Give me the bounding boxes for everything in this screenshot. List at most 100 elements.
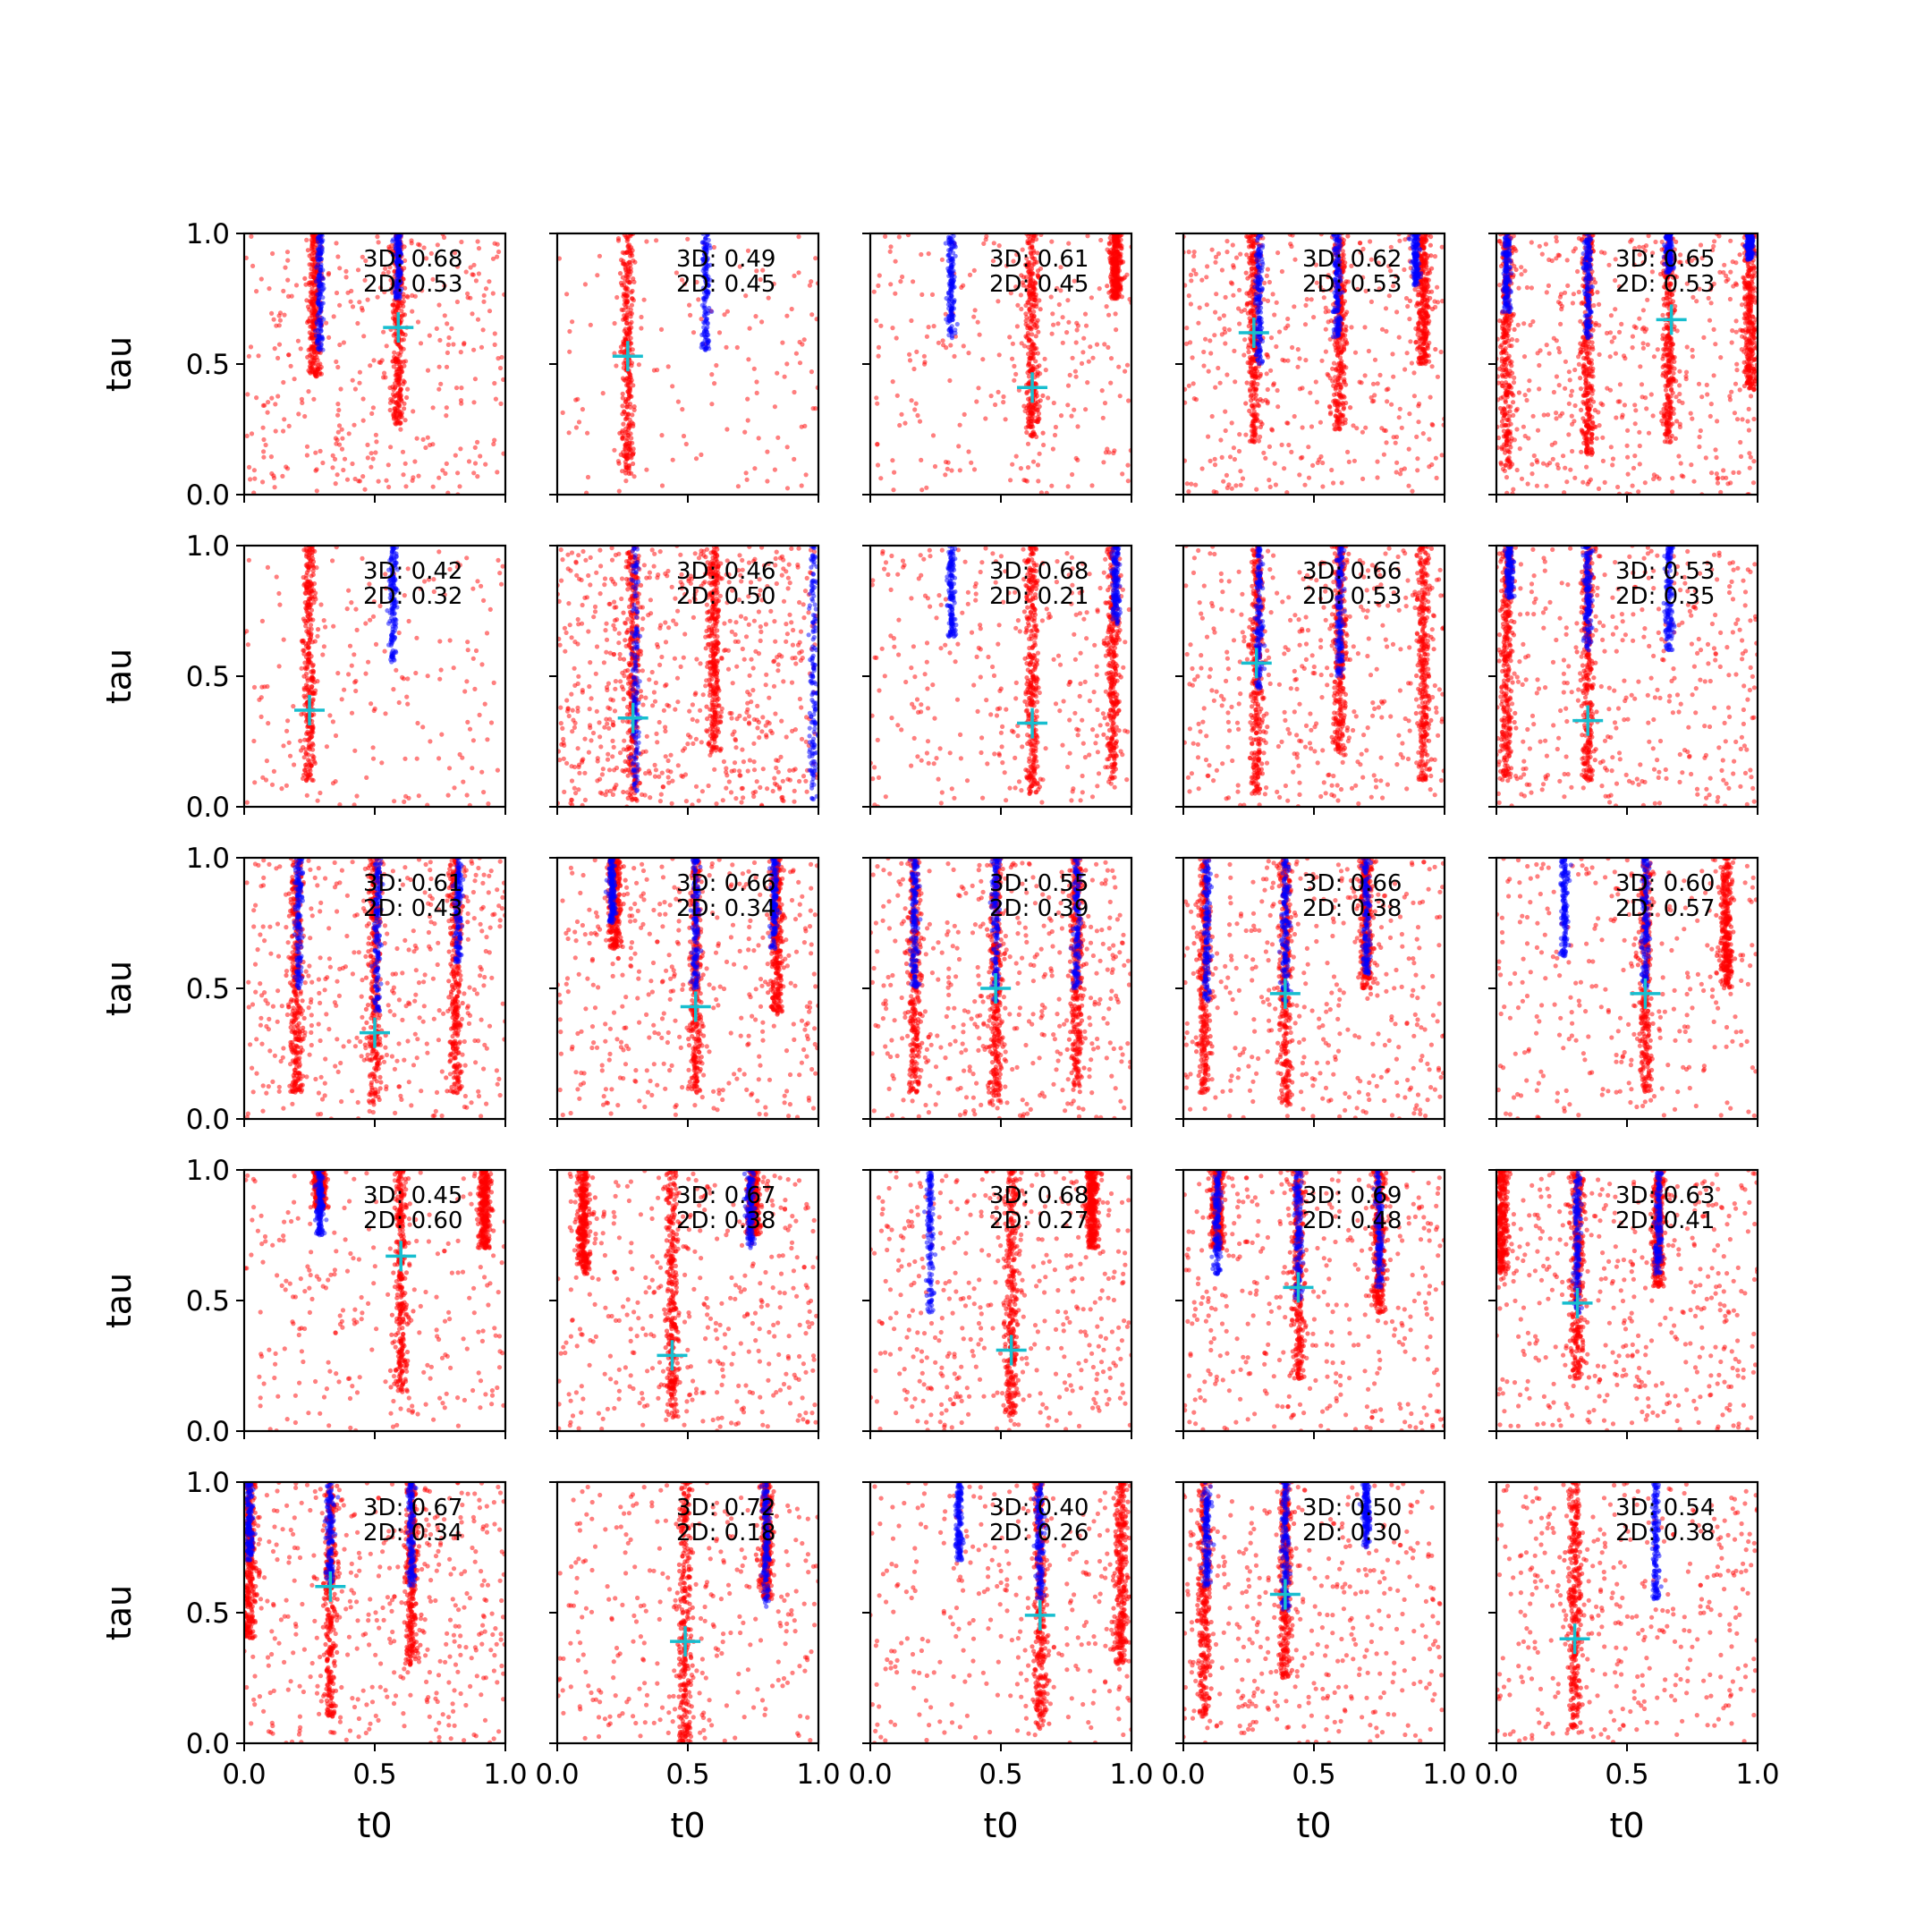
scatter-point xyxy=(1033,359,1038,364)
scatter-point xyxy=(1415,332,1420,337)
scatter-point xyxy=(1297,472,1302,478)
scatter-point xyxy=(724,427,730,432)
scatter-point xyxy=(946,252,952,258)
scatter-point xyxy=(266,400,271,405)
scatter-point xyxy=(946,292,952,297)
scatter-point xyxy=(1075,424,1080,429)
scatter-point xyxy=(1267,279,1272,285)
scatter-point xyxy=(1242,307,1248,313)
scatter-point xyxy=(1034,324,1040,329)
scatter-point xyxy=(1300,454,1305,460)
scatter-point xyxy=(745,418,750,423)
scatter-point xyxy=(1334,366,1339,371)
scatter-point xyxy=(620,436,625,441)
scatter-point xyxy=(911,366,917,372)
scatter-point xyxy=(619,283,625,288)
scatter-point xyxy=(907,358,913,363)
scatter-point xyxy=(670,457,675,462)
scatter-point xyxy=(612,351,617,356)
score-2d-label: 2D: 0.53 xyxy=(363,271,462,298)
scatter-point xyxy=(1052,432,1058,438)
scatter-point xyxy=(1107,256,1113,261)
scatter-point xyxy=(309,248,315,253)
scatter-point xyxy=(1267,444,1272,449)
scatter-point xyxy=(949,333,955,339)
scatter-point xyxy=(1314,400,1319,405)
scatter-point xyxy=(931,324,936,329)
scatter-point xyxy=(665,364,671,369)
scatter-point xyxy=(403,484,409,489)
scatter-point xyxy=(1636,489,1641,495)
scatter-point xyxy=(1509,336,1515,343)
scatter-point xyxy=(1010,341,1015,346)
scatter-point xyxy=(950,280,955,285)
scatter-point xyxy=(424,256,429,261)
scatter-point xyxy=(1030,256,1036,261)
scatter-point xyxy=(1065,484,1071,489)
scatter-point xyxy=(383,375,388,380)
scatter-point xyxy=(1125,462,1131,468)
scatter-point xyxy=(1106,450,1112,455)
scatter-point xyxy=(260,425,266,430)
scatter-point xyxy=(1408,339,1413,344)
scatter-point xyxy=(641,297,647,302)
scatter-point xyxy=(1368,239,1373,244)
scatter-point xyxy=(1335,419,1340,425)
scatter-point xyxy=(630,412,635,418)
scatter-point xyxy=(1224,485,1230,491)
scatter-point xyxy=(375,234,380,240)
scatter-point xyxy=(1377,286,1382,292)
scatter-point xyxy=(283,265,288,270)
scatter-point xyxy=(334,290,340,296)
scatter-point xyxy=(1360,246,1366,251)
scatter-point xyxy=(1644,406,1649,411)
scatter-point xyxy=(1609,339,1614,344)
scatter-point xyxy=(576,419,582,425)
scatter-point xyxy=(658,326,665,332)
scatter-point xyxy=(1247,438,1252,444)
scatter-point xyxy=(455,264,461,269)
scatter-point xyxy=(453,453,458,458)
scatter-point xyxy=(878,323,884,328)
scatter-point xyxy=(1247,293,1252,299)
scatter-point xyxy=(1358,250,1363,255)
scatter-point xyxy=(680,407,685,412)
scatter-point xyxy=(1412,280,1418,285)
scatter-point xyxy=(309,291,315,296)
scatter-point xyxy=(701,251,708,257)
scatter-point xyxy=(1337,235,1343,241)
scatter-point xyxy=(258,276,264,282)
scatter-point xyxy=(1019,273,1024,278)
scatter-point xyxy=(398,427,403,432)
scatter-point xyxy=(1110,272,1115,277)
scatter-point xyxy=(478,453,483,459)
scatter-point xyxy=(1114,278,1120,284)
scatter-point xyxy=(1421,321,1427,326)
scatter-point xyxy=(1285,323,1291,328)
scatter-point xyxy=(588,322,593,327)
scatter-point xyxy=(1258,434,1263,439)
scatter-point xyxy=(1053,424,1058,430)
scatter-point xyxy=(980,357,986,362)
scatter-point xyxy=(1419,256,1425,261)
scatter-point xyxy=(1303,302,1309,308)
scatter-point xyxy=(1343,337,1348,343)
scatter-point xyxy=(949,305,954,310)
scatter-point xyxy=(754,268,759,274)
scatter-point xyxy=(1188,272,1194,277)
scatter-point xyxy=(1191,250,1197,255)
scatter-point xyxy=(971,267,977,273)
scatter-point xyxy=(1015,302,1021,308)
scatter-point xyxy=(1607,330,1614,335)
scatter-point xyxy=(1030,235,1036,241)
scatter-point xyxy=(1012,377,1017,383)
scatter-point xyxy=(1751,416,1757,422)
scatter-point xyxy=(754,390,759,395)
scatter-point xyxy=(1737,387,1742,393)
scatter-point xyxy=(1058,288,1063,293)
scatter-point xyxy=(917,419,923,424)
scatter-point xyxy=(700,341,706,346)
scatter-point xyxy=(425,435,430,440)
scatter-point xyxy=(625,236,631,242)
scatter-point xyxy=(1530,413,1536,419)
